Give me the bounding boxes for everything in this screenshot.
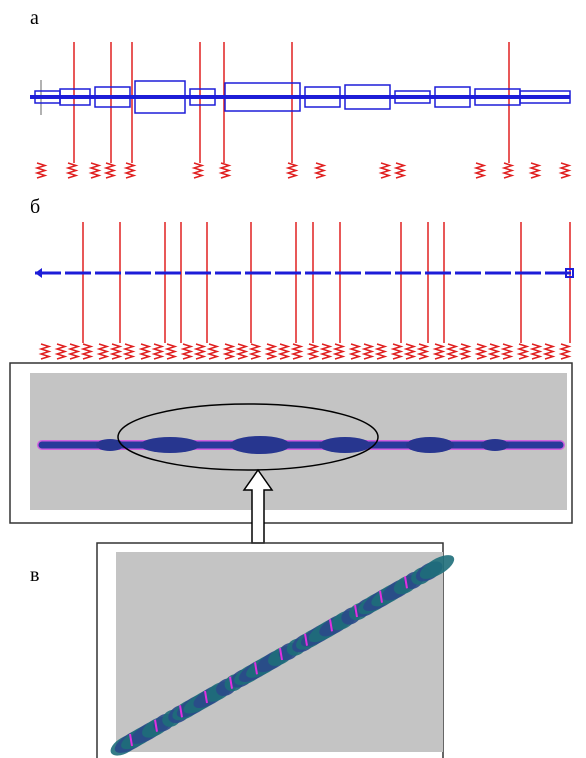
shaft-element xyxy=(519,90,571,104)
support-symbol xyxy=(542,343,556,360)
braid-lobe xyxy=(419,555,455,579)
support-symbol xyxy=(500,343,514,360)
support-symbol xyxy=(313,162,327,179)
support-symbol xyxy=(277,343,291,360)
braid-mark xyxy=(304,633,308,646)
support-symbol xyxy=(501,162,515,179)
shaft-element xyxy=(344,84,391,110)
support-symbol xyxy=(191,162,205,179)
support-symbol xyxy=(474,343,488,360)
braid-mark xyxy=(154,719,158,732)
panel-label: в xyxy=(30,564,39,586)
support-symbol xyxy=(88,162,102,179)
support-symbol xyxy=(432,343,446,360)
braid-mark xyxy=(354,604,358,618)
support-symbol xyxy=(285,162,299,179)
shaft-end xyxy=(35,268,42,278)
support-symbol xyxy=(516,343,530,360)
support-symbol xyxy=(193,343,207,360)
highlight-ellipse xyxy=(117,403,379,471)
panel-label: а xyxy=(30,7,39,29)
braid-mark xyxy=(254,662,258,675)
shaft-element xyxy=(134,80,186,114)
support-symbol xyxy=(138,343,152,360)
support-symbol xyxy=(403,343,417,360)
shaft-end xyxy=(565,268,574,278)
shaft-element xyxy=(394,90,431,104)
support-symbol xyxy=(222,343,236,360)
braid-mark xyxy=(404,576,408,589)
zoomed-shaft xyxy=(110,555,455,756)
support-symbol xyxy=(319,343,333,360)
support-symbol xyxy=(306,343,320,360)
support-symbol xyxy=(290,343,304,360)
shaft-element xyxy=(434,86,471,108)
braid-mark xyxy=(229,676,233,689)
support-symbol xyxy=(458,343,472,360)
support-symbol xyxy=(378,162,392,179)
braid-mark xyxy=(204,690,208,704)
support-symbol xyxy=(218,162,232,179)
support-symbol xyxy=(558,162,572,179)
braid-mark xyxy=(279,647,283,661)
support-symbol xyxy=(80,343,94,360)
support-symbol xyxy=(393,162,407,179)
support-symbol xyxy=(332,343,346,360)
support-symbol xyxy=(473,162,487,179)
shaft-element xyxy=(94,86,131,108)
support-symbol xyxy=(180,343,194,360)
support-symbol xyxy=(206,343,220,360)
shaft-element xyxy=(304,86,341,108)
support-symbol xyxy=(96,343,110,360)
support-symbol xyxy=(103,162,117,179)
braid-mark xyxy=(329,619,333,632)
shaft-element xyxy=(189,88,216,106)
support-symbol xyxy=(67,343,81,360)
support-symbol xyxy=(248,343,262,360)
support-symbol xyxy=(558,343,572,360)
support-symbol xyxy=(122,343,136,360)
support-symbol xyxy=(65,162,79,179)
support-symbol xyxy=(264,343,278,360)
support-symbol xyxy=(235,343,249,360)
support-symbol xyxy=(374,343,388,360)
support-symbol xyxy=(123,162,137,179)
support-symbol xyxy=(109,343,123,360)
support-symbol xyxy=(390,343,404,360)
braid-mark xyxy=(129,733,133,747)
support-symbol xyxy=(38,343,52,360)
shaft-segments xyxy=(96,436,509,454)
support-symbol xyxy=(151,343,165,360)
shaft-element xyxy=(59,88,91,106)
support-symbol xyxy=(164,343,178,360)
support-symbol xyxy=(528,162,542,179)
zoom-arrow xyxy=(242,468,274,544)
panel-label: б xyxy=(30,196,40,218)
support-symbol xyxy=(34,162,48,179)
braid-mark xyxy=(179,705,183,718)
support-symbol xyxy=(54,343,68,360)
support-symbol xyxy=(416,343,430,360)
support-symbol xyxy=(487,343,501,360)
support-symbol xyxy=(445,343,459,360)
support-symbol xyxy=(361,343,375,360)
braid-mark xyxy=(379,590,383,603)
support-symbol xyxy=(529,343,543,360)
shaft-element xyxy=(224,82,301,112)
support-symbol xyxy=(348,343,362,360)
